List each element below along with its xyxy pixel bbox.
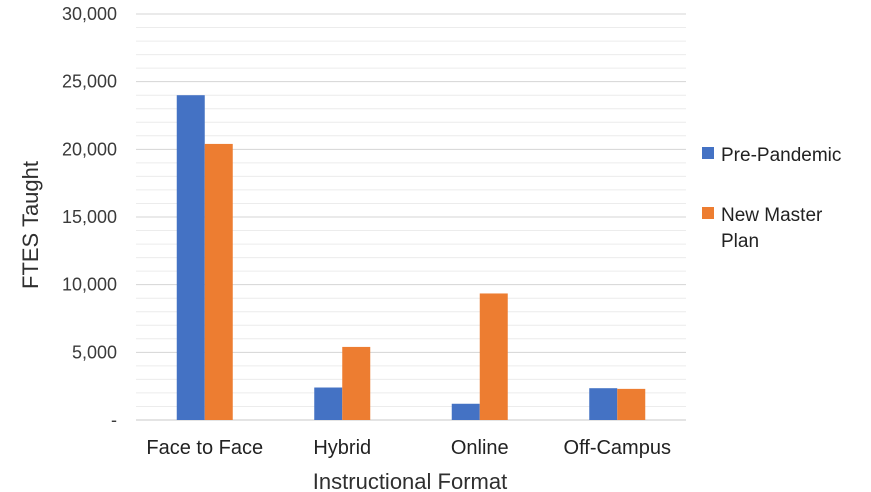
legend-swatch <box>702 207 714 219</box>
legend-label: New Master <box>721 205 823 226</box>
x-category-label: Face to Face <box>146 437 263 459</box>
legend-label: Plan <box>721 231 759 252</box>
bar-new-master-plan-off-campus <box>617 389 645 420</box>
x-category-label: Online <box>451 437 509 459</box>
x-category-label: Off-Campus <box>564 437 671 459</box>
y-tick-label: 15,000 <box>62 207 117 227</box>
legend-swatch <box>702 147 714 159</box>
y-tick-label: 5,000 <box>72 342 117 362</box>
bar-new-master-plan-online <box>480 293 508 420</box>
bar-pre-pandemic-hybrid <box>314 388 342 420</box>
y-tick-label: - <box>111 410 117 430</box>
bar-new-master-plan-hybrid <box>342 347 370 420</box>
x-axis-categories: Face to Face Hybrid Online Off-Campus <box>146 437 671 459</box>
bar-pre-pandemic-off-campus <box>589 388 617 420</box>
y-axis-ticks: - 5,000 10,000 15,000 20,000 25,000 30,000 <box>62 4 117 430</box>
legend: Pre-Pandemic New Master Plan <box>702 145 841 252</box>
y-axis-title: FTES Taught <box>18 161 43 289</box>
y-tick-label: 10,000 <box>62 275 117 295</box>
bar-new-master-plan-face-to-face <box>205 144 233 420</box>
y-tick-label: 20,000 <box>62 139 117 159</box>
legend-label: Pre-Pandemic <box>721 145 841 166</box>
bar-pre-pandemic-face-to-face <box>177 95 205 420</box>
bar-pre-pandemic-online <box>452 404 480 420</box>
y-tick-label: 30,000 <box>62 4 117 24</box>
y-tick-label: 25,000 <box>62 72 117 92</box>
x-category-label: Hybrid <box>313 437 371 459</box>
x-axis-title: Instructional Format <box>313 469 507 492</box>
